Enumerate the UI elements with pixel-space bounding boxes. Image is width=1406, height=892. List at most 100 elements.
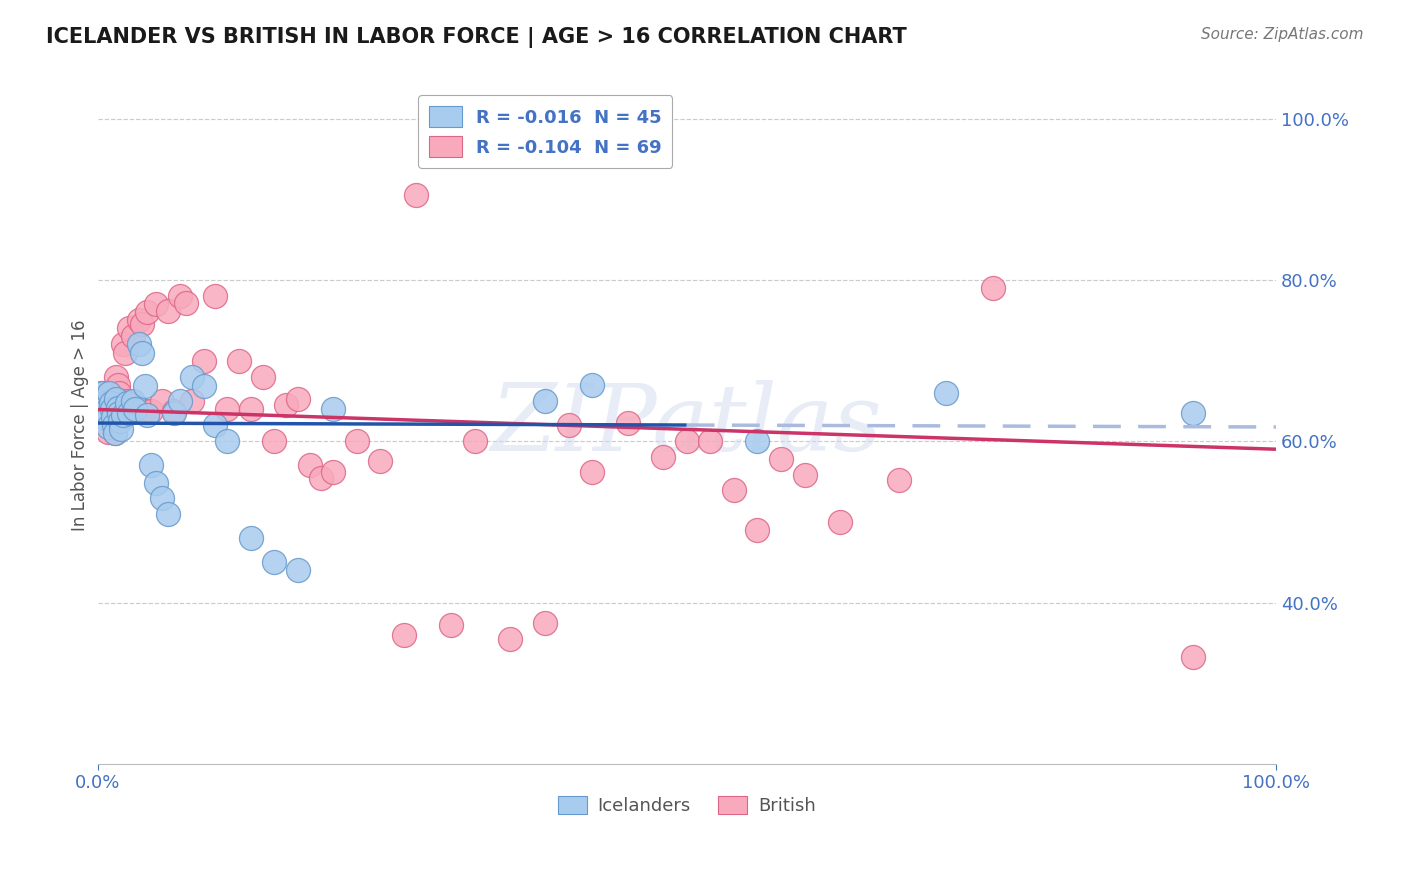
Point [193,353,215,368]
Point [122,329,145,343]
Point [263,434,285,449]
Point [98,385,121,400]
Point [93,395,115,409]
Point [287,392,309,407]
Point [180,393,202,408]
Point [105,392,128,407]
Point [935,385,957,400]
Point [169,289,191,303]
Point [322,465,344,479]
Point [115,393,138,408]
Point [534,615,557,630]
Point [103,418,125,433]
Point [124,401,146,416]
Point [1182,650,1205,665]
Point [90,385,112,400]
Point [131,318,153,332]
Point [239,401,262,416]
Point [98,385,121,400]
Point [322,401,344,416]
Point [217,401,239,416]
Point [110,422,132,436]
Point [145,297,167,311]
Point [93,392,115,407]
Point [440,618,463,632]
Point [134,403,156,417]
Point [101,410,124,425]
Point [581,377,603,392]
Point [96,417,118,431]
Legend: Icelanders, British: Icelanders, British [551,789,823,822]
Point [94,403,117,417]
Point [100,395,122,409]
Point [131,345,153,359]
Point [558,418,581,433]
Point [770,452,793,467]
Point [150,393,173,408]
Point [139,403,162,417]
Point [107,401,129,416]
Point [228,353,250,368]
Text: ICELANDER VS BRITISH IN LABOR FORCE | AGE > 16 CORRELATION CHART: ICELANDER VS BRITISH IN LABOR FORCE | AG… [46,27,907,48]
Point [204,289,226,303]
Point [887,473,910,487]
Point [499,632,522,646]
Point [103,418,125,433]
Point [100,401,122,416]
Point [828,515,851,529]
Point [699,434,721,449]
Point [101,410,124,425]
Point [122,393,145,408]
Point [145,476,167,491]
Point [370,454,392,468]
Point [1182,406,1205,420]
Point [723,483,745,497]
Point [239,531,262,545]
Point [464,434,486,449]
Point [405,188,427,202]
Point [981,281,1004,295]
Point [90,393,112,408]
Point [93,385,115,400]
Point [107,377,129,392]
Point [128,337,150,351]
Point [617,417,640,431]
Point [108,414,131,428]
Point [581,465,603,479]
Point [110,401,132,416]
Point [112,409,135,423]
Point [94,409,117,423]
Point [180,369,202,384]
Point [134,379,156,393]
Point [93,401,115,415]
Point [108,393,131,408]
Point [96,411,118,425]
Point [217,434,239,449]
Point [287,563,309,577]
Point [298,458,321,473]
Point [392,628,415,642]
Point [104,426,127,441]
Text: Source: ZipAtlas.com: Source: ZipAtlas.com [1201,27,1364,42]
Y-axis label: In Labor Force | Age > 16: In Labor Force | Age > 16 [72,319,89,531]
Point [139,458,162,473]
Point [100,401,122,416]
Point [747,434,769,449]
Point [118,321,141,335]
Point [311,470,333,484]
Point [346,434,368,449]
Point [675,434,697,449]
Point [97,425,120,439]
Point [136,305,159,319]
Point [193,379,215,393]
Point [97,419,120,434]
Point [747,523,769,537]
Point [252,369,274,384]
Point [204,418,226,433]
Point [163,403,186,417]
Point [100,393,122,408]
Point [163,406,186,420]
Point [169,393,191,408]
Point [150,491,173,505]
Point [118,406,141,420]
